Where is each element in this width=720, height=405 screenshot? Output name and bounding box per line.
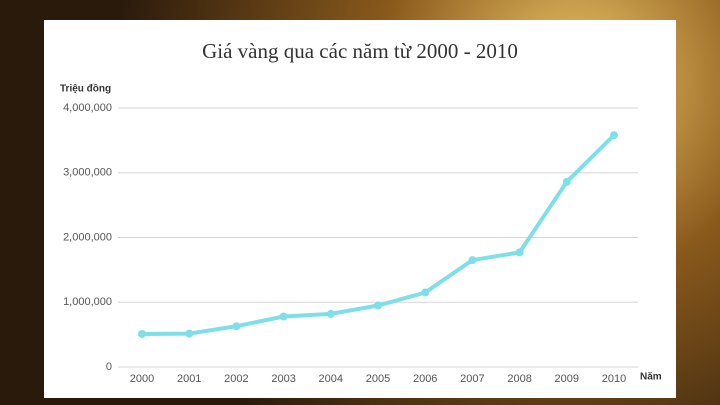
point: [421, 288, 430, 297]
y-tick-label: 4,000,000: [63, 102, 112, 114]
x-tick-label: 2005: [366, 373, 390, 385]
y-tick-label: 1,000,000: [63, 296, 112, 308]
point: [232, 322, 241, 331]
point: [279, 312, 288, 321]
point: [515, 248, 524, 257]
y-tick-label: 3,000,000: [63, 167, 112, 179]
point: [374, 301, 382, 310]
x-tick-label: 2008: [507, 373, 531, 385]
point: [610, 131, 618, 140]
x-tick-label: 2006: [413, 373, 437, 385]
x-tick-label: 2000: [130, 373, 154, 385]
x-tick-label: 2010: [602, 373, 626, 385]
point: [562, 177, 571, 186]
y-tick-label: 2,000,000: [63, 231, 112, 243]
point: [468, 256, 477, 265]
point: [138, 329, 146, 338]
x-tick-label: 2009: [555, 373, 579, 385]
chart-card: [44, 20, 676, 398]
chart-title: Giá vàng qua các năm từ 2000 - 2010: [202, 39, 518, 63]
x-axis-title: Năm: [640, 372, 662, 383]
x-tick-label: 2007: [460, 373, 484, 385]
x-tick-label: 2002: [224, 373, 248, 385]
x-tick-label: 2001: [177, 373, 201, 385]
x-tick-label: 2004: [319, 373, 343, 385]
x-tick-label: 2003: [271, 373, 295, 385]
point: [326, 309, 335, 318]
point: [185, 329, 194, 338]
y-axis-title: Triệu đồng: [60, 83, 111, 95]
y-tick-label: 0: [106, 361, 112, 373]
